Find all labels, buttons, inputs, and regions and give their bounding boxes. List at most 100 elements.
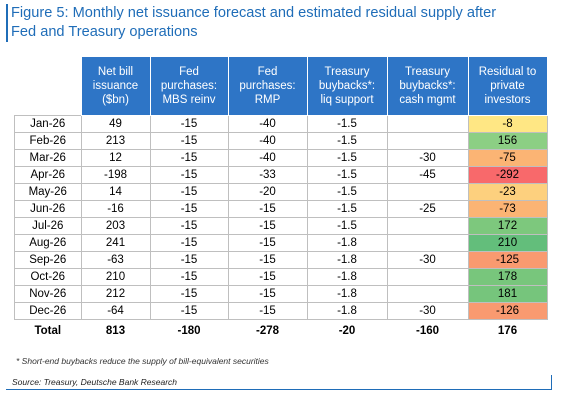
value-cell: -40 <box>227 132 308 150</box>
value-cell: -15 <box>227 285 308 303</box>
header-line: purchases: <box>160 80 218 92</box>
value-cell: -1.5 <box>306 183 388 201</box>
value-cell <box>386 115 469 133</box>
value-cell: 156 <box>467 132 548 150</box>
value-cell: -1.5 <box>306 166 388 184</box>
value-cell: -15 <box>149 200 229 218</box>
value-cell: 213 <box>80 132 151 150</box>
value-cell <box>386 268 469 286</box>
value-cell: -33 <box>227 166 308 184</box>
month-cell: Nov-26 <box>14 285 82 303</box>
value-cell: 49 <box>80 115 151 133</box>
value-cell: -15 <box>149 302 229 320</box>
value-cell: -15 <box>227 234 308 252</box>
header-line: investors <box>484 94 531 106</box>
value-cell: -15 <box>149 217 229 235</box>
figure-title: Figure 5: Monthly net issuance forecast … <box>6 4 496 42</box>
header-line: Residual to <box>478 66 537 78</box>
value-cell: 181 <box>467 285 548 303</box>
title-line: Figure 5: Monthly net issuance forecast … <box>11 5 497 21</box>
value-cell: -15 <box>149 285 229 303</box>
table-row: Mar-26 12 -15 -40 -1.5 -30 -75 <box>14 149 548 167</box>
header-line: purchases: <box>239 80 296 92</box>
month-cell: Jul-26 <box>14 217 82 235</box>
header-cell: Treasury buybacks*: cash mgmt <box>386 57 469 116</box>
header-line: Fed <box>179 66 199 78</box>
header-line: liq support <box>320 94 374 106</box>
month-cell: Jan-26 <box>14 115 82 133</box>
header-cell: Residual to private investors <box>467 57 548 116</box>
value-cell: -15 <box>149 183 229 201</box>
month-cell: Apr-26 <box>14 166 82 184</box>
value-cell: -1.5 <box>306 217 388 235</box>
value-cell <box>386 183 469 201</box>
total-cell: -180 <box>150 319 228 342</box>
value-cell: -125 <box>467 251 548 269</box>
value-cell: -1.8 <box>306 268 388 286</box>
table-row: Sep-26 -63 -15 -15 -1.8 -30 -125 <box>14 251 548 269</box>
value-cell: -15 <box>149 149 229 167</box>
value-cell: -1.8 <box>306 251 388 269</box>
value-cell: -15 <box>227 302 308 320</box>
value-cell: -23 <box>467 183 548 201</box>
value-cell: -15 <box>227 217 308 235</box>
value-cell: -63 <box>80 251 151 269</box>
month-cell: May-26 <box>14 183 82 201</box>
value-cell: -16 <box>80 200 151 218</box>
value-cell: -45 <box>386 166 469 184</box>
header-line: Net bill <box>97 66 134 78</box>
header-line: issuance <box>92 80 139 92</box>
table-row: Dec-26 -64 -15 -15 -1.8 -30 -126 <box>14 302 548 320</box>
value-cell: -1.5 <box>306 149 388 167</box>
table-row: May-26 14 -15 -20 -1.5 -23 <box>14 183 548 201</box>
month-cell: Oct-26 <box>14 268 82 286</box>
value-cell: -64 <box>80 302 151 320</box>
header-cell: Treasury buybacks*: liq support <box>306 57 388 116</box>
value-cell <box>386 234 469 252</box>
month-cell: Jun-26 <box>14 200 82 218</box>
month-cell: Mar-26 <box>14 149 82 167</box>
total-cell: 176 <box>468 319 547 342</box>
value-cell: -1.5 <box>306 132 388 150</box>
value-cell: 212 <box>80 285 151 303</box>
header-line: MBS reinv <box>162 94 216 106</box>
header-line: buybacks*: <box>318 80 376 92</box>
total-cell: -160 <box>387 319 468 342</box>
value-cell: -1.5 <box>306 200 388 218</box>
header-line: private <box>490 80 525 92</box>
value-cell: -30 <box>386 251 469 269</box>
table-row: Jun-26 -16 -15 -15 -1.5 -25 -73 <box>14 200 548 218</box>
value-cell: -15 <box>149 251 229 269</box>
table-row: Jan-26 49 -15 -40 -1.5 -8 <box>14 115 548 133</box>
value-cell: -30 <box>386 149 469 167</box>
table-row: Nov-26 212 -15 -15 -1.8 181 <box>14 285 548 303</box>
total-row: Total 813 -180 -278 -20 -160 176 <box>14 319 547 342</box>
value-cell <box>386 217 469 235</box>
value-cell: 210 <box>467 234 548 252</box>
value-cell: -15 <box>227 268 308 286</box>
total-cell: 813 <box>81 319 150 342</box>
value-cell: -20 <box>227 183 308 201</box>
value-cell: -73 <box>467 200 548 218</box>
table-row: Apr-26 -198 -15 -33 -1.5 -45 -292 <box>14 166 548 184</box>
source-rule-end <box>551 375 552 390</box>
header-line: RMP <box>254 94 281 106</box>
total-cell: Total <box>14 319 81 342</box>
table-row: Jul-26 203 -15 -15 -1.5 172 <box>14 217 548 235</box>
value-cell: -1.8 <box>306 302 388 320</box>
total-cell: -20 <box>307 319 387 342</box>
value-cell <box>386 285 469 303</box>
source: Source: Treasury, Deutsche Bank Research <box>12 377 178 387</box>
table-row: Oct-26 210 -15 -15 -1.8 178 <box>14 268 548 286</box>
value-cell: -1.8 <box>306 234 388 252</box>
source-rule <box>6 389 552 390</box>
value-cell: -15 <box>149 115 229 133</box>
header-cell: Fed purchases: MBS reinv <box>149 57 229 116</box>
title-line: Fed and Treasury operations <box>11 24 198 40</box>
header-line: ($bn) <box>102 94 129 106</box>
value-cell: -40 <box>227 115 308 133</box>
value-cell: -40 <box>227 149 308 167</box>
header-line: Treasury <box>405 66 450 78</box>
value-cell: -15 <box>149 234 229 252</box>
month-cell: Feb-26 <box>14 132 82 150</box>
